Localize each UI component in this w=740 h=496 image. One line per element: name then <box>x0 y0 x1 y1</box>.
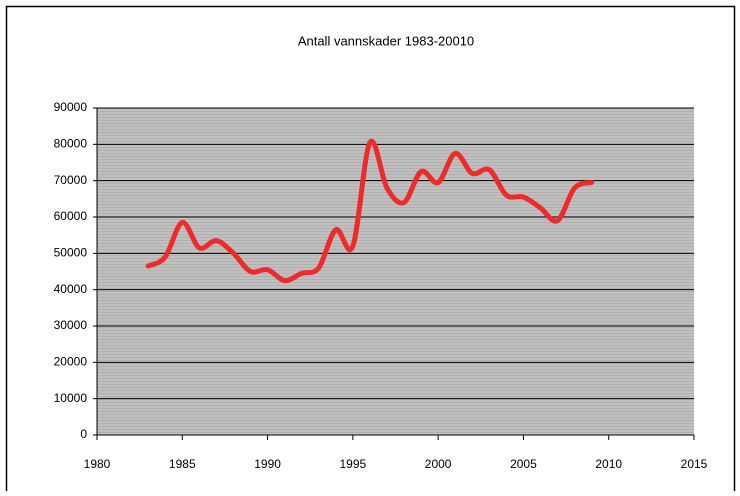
y-tick-label: 80000 <box>54 137 88 151</box>
y-tick-label: 70000 <box>54 173 88 187</box>
x-tick-label: 1985 <box>169 457 196 471</box>
x-tick-label: 2010 <box>595 457 622 471</box>
y-tick-label: 40000 <box>54 282 88 296</box>
y-tick-label: 10000 <box>54 391 88 405</box>
y-tick-label: 90000 <box>54 100 88 114</box>
x-tick-label: 2005 <box>510 457 537 471</box>
chart-title: Antall vannskader 1983-20010 <box>298 33 474 48</box>
y-tick-label: 20000 <box>54 355 88 369</box>
x-tick-label: 2000 <box>425 457 452 471</box>
line-series <box>145 138 595 284</box>
plot-area <box>97 108 694 435</box>
y-tick-label: 30000 <box>54 318 88 332</box>
y-tick-label: 60000 <box>54 209 88 223</box>
y-tick-label: 50000 <box>54 246 88 260</box>
x-tick-label: 2015 <box>681 457 708 471</box>
x-tick-label: 1995 <box>340 457 367 471</box>
y-tick-label: 0 <box>80 427 87 441</box>
x-tick-label: 1990 <box>254 457 281 471</box>
x-tick-label: 1980 <box>84 457 111 471</box>
